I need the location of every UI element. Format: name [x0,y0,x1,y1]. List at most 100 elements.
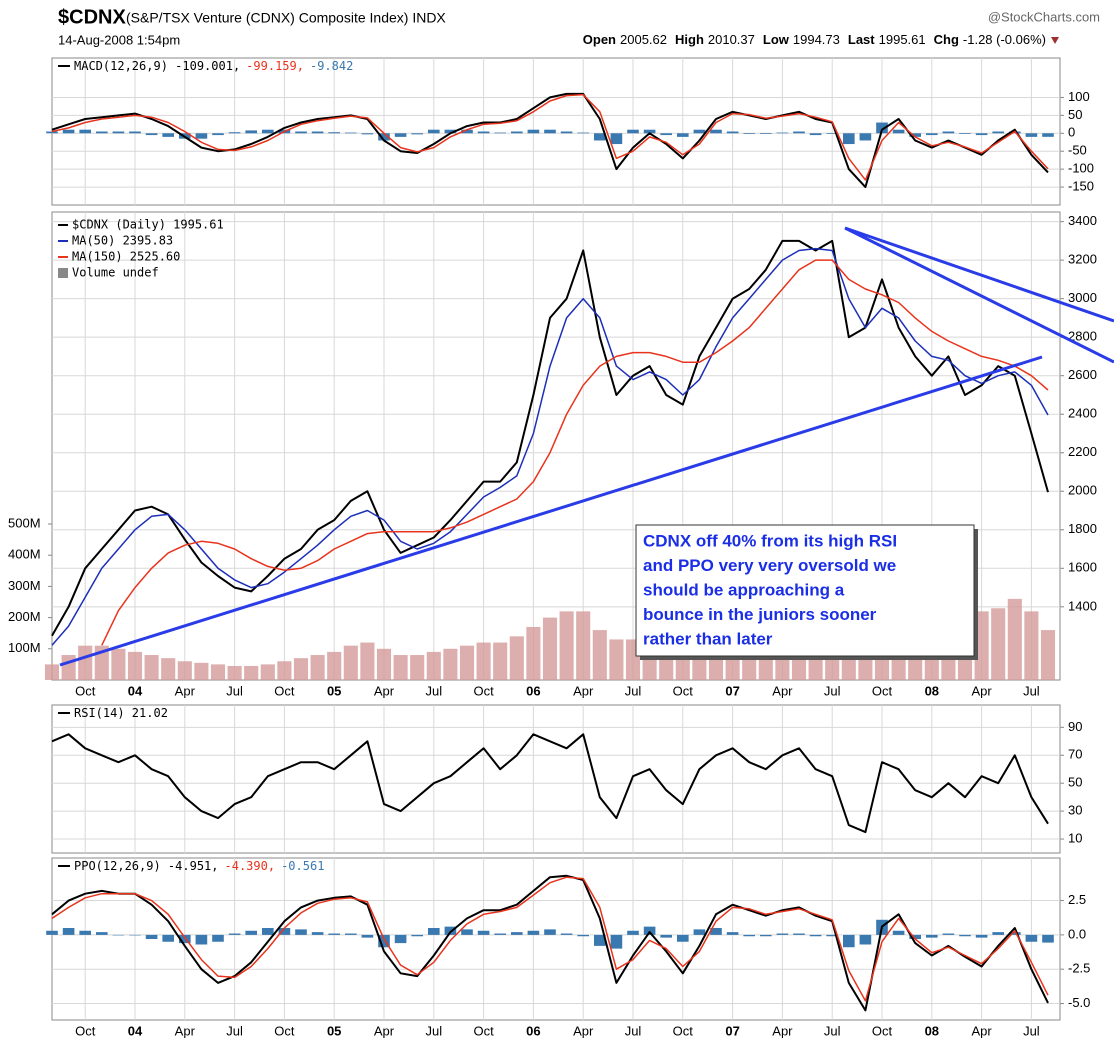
line-series [51,247,1049,646]
bar [959,133,971,135]
index-name: (S&P/TSX Venture (CDNX) Composite Index)… [126,10,446,26]
trendline [59,355,1043,667]
bar [443,648,458,680]
quote-value: 2010.37 [708,32,755,47]
y-tick-label: 10 [1068,830,1082,845]
bar [444,129,457,134]
bar [925,934,938,938]
bar [494,933,507,935]
y-tick-label: -150 [1068,179,1094,194]
y-tick-label: 2.5 [1068,892,1086,907]
legend-entry: MA(150) 2525.60 [72,250,180,264]
x-tick-label: Oct [872,1023,893,1038]
bar [178,934,191,944]
bar [660,133,673,136]
bar [1042,133,1054,137]
bar [95,131,108,134]
trendline [844,226,1114,364]
bar [942,131,955,134]
x-tick-label: 05 [327,1023,341,1038]
bar [876,122,888,134]
x-tick-label: Apr [573,683,594,698]
bar [195,934,208,945]
legend-entry: MA(50) 2395.83 [72,234,173,248]
x-tick-label: Jul [226,683,243,698]
x-tick-label: 06 [526,1023,540,1038]
y-tick-label: 30 [1068,803,1082,818]
y-tick-label: 100 [1068,89,1090,104]
x-tick-label: 06 [526,683,540,698]
x-tick-label: 04 [128,1023,143,1038]
bar [144,655,159,680]
y-tick-label: -100 [1068,161,1094,176]
legend: MACD(12,26,9) -109.001, -99.159, -9.842 [74,59,353,73]
trendlines [59,226,1114,667]
x-tick-label: Jul [1023,1023,1040,1038]
bar [145,133,158,136]
bar [710,129,722,134]
bar [643,129,656,134]
bar [859,133,872,141]
bar [411,934,424,937]
y-tick-label: 2600 [1068,367,1097,382]
y-tick-label: 3200 [1068,252,1097,267]
y-tick-label: 0.0 [1068,926,1086,941]
x-tick-label: Jul [824,1023,841,1038]
bar [609,639,624,680]
bar [526,626,541,680]
y-tick-label: 1800 [1068,521,1097,536]
bar [261,928,274,935]
bar [743,133,756,135]
bar [793,131,805,134]
y2-tick-label: 300M [8,578,41,593]
y-tick-label: 2400 [1068,406,1097,421]
bar [227,665,242,680]
bar [62,928,75,935]
x-tick-label: Oct [473,1023,494,1038]
bar [527,129,540,134]
bar [277,661,292,680]
annotation: CDNX off 40% from its high RSI and PPO ve… [635,524,978,660]
bar [295,929,307,935]
annotation-text: CDNX off 40% from its high RSI [643,531,897,550]
x-tick-label: Jul [226,1023,243,1038]
y-tick-label: 70 [1068,747,1082,762]
annotation-text: rather than later [643,629,773,648]
bar [46,930,58,935]
bar [909,133,922,137]
x-tick-label: 08 [925,683,939,698]
bar [145,934,158,939]
bar [245,130,258,134]
bar [79,129,92,134]
bar [1007,598,1022,680]
y-tick-label: 3000 [1068,290,1097,305]
x-tick-label: Oct [673,683,694,698]
bar [776,132,789,134]
bar [892,129,905,134]
quote-value: 1995.61 [879,32,926,47]
bar [194,662,209,680]
bar [793,933,805,935]
quote-label: Low [763,32,790,47]
bar [593,133,606,141]
bar [1025,133,1038,137]
x-tick-label: Apr [971,1023,992,1038]
line-series [51,93,1049,181]
bar [842,934,855,948]
bar [809,133,822,136]
bar [327,651,342,680]
y2-tick-label: 400M [8,547,41,562]
x-tick-label: Jul [425,683,442,698]
bar [842,133,855,145]
bar [510,932,523,935]
x-tick-label: Apr [175,683,196,698]
bar [461,129,473,134]
x-tick-label: Oct [75,683,96,698]
bar [809,934,822,937]
bar [576,611,591,680]
bar [726,932,739,935]
bar [1024,611,1039,680]
x-tick-label: Apr [573,1023,594,1038]
y-tick-label: 90 [1068,719,1082,734]
